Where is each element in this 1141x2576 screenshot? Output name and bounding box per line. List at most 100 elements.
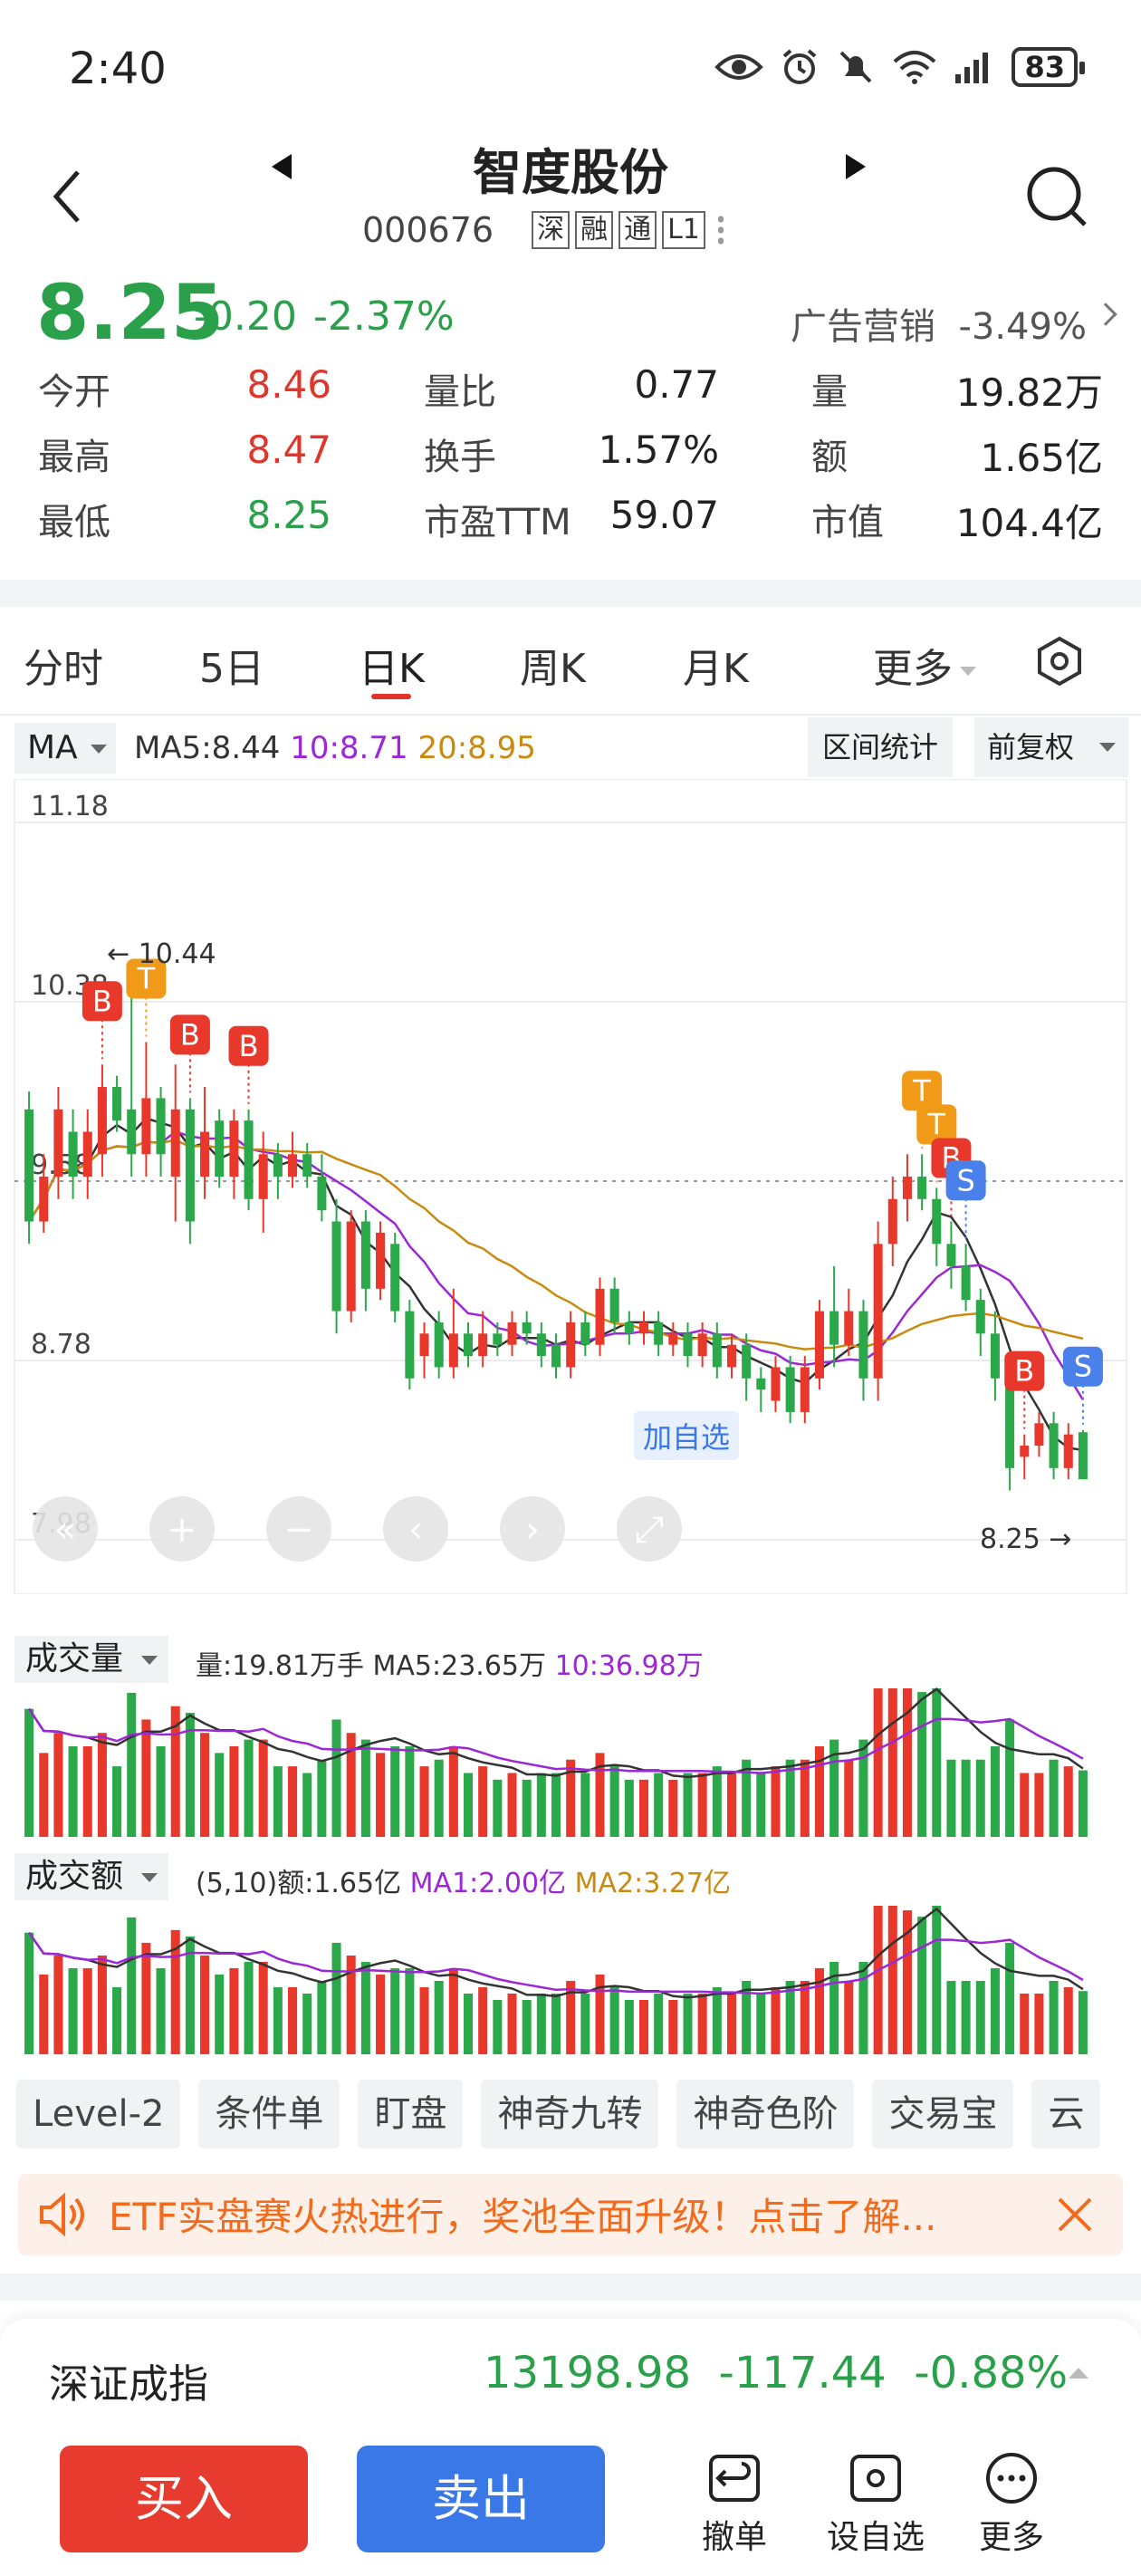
volume-bar (258, 1961, 268, 2054)
fullscreen-icon-glyph: ⤢ (635, 1509, 664, 1551)
volume-bar (288, 1986, 298, 2054)
tool-magic-nine[interactable]: 神奇九转 (481, 2080, 659, 2148)
tool-level2[interactable]: Level-2 (16, 2080, 181, 2148)
candle-body (566, 1322, 576, 1368)
volume-bar (624, 2000, 634, 2054)
tool-magic-color[interactable]: 神奇色阶 (676, 2080, 855, 2148)
candle-body (814, 1311, 824, 1379)
adjust-select[interactable]: 前复权 (974, 717, 1128, 777)
ma20-legend: 20:8.95 (417, 730, 536, 766)
volume-bar (97, 1955, 107, 2054)
candle-body (697, 1333, 707, 1357)
volume-bar (683, 1994, 693, 2054)
volume-bar (975, 1980, 985, 2054)
amount-select[interactable]: 成交额 (14, 1853, 168, 1900)
settings-hex-icon[interactable] (1032, 634, 1087, 688)
volume-bar (609, 1766, 619, 1837)
tool-trade-bao[interactable]: 交易宝 (872, 2080, 1014, 2148)
volume-bar (170, 1929, 180, 2054)
volume-bar (829, 1961, 839, 2054)
candle-body (1078, 1432, 1088, 1480)
candle-body (215, 1120, 225, 1177)
zoom-in-icon[interactable] (149, 1496, 215, 1562)
tool-cloud[interactable]: 云 (1031, 2080, 1101, 2148)
volume-bar (800, 1759, 810, 1837)
quote-label: 量 (811, 371, 848, 413)
ma5-legend: MA5:8.44 (134, 730, 281, 766)
back-icon[interactable] (45, 165, 91, 228)
candle-body (887, 1198, 897, 1245)
candle-body (141, 1098, 151, 1155)
candle-body (961, 1266, 971, 1301)
tag-l1: L1 (662, 211, 705, 249)
volume-bar (24, 1708, 34, 1837)
volume-bar (68, 1967, 78, 2054)
promo-banner[interactable]: ETF实盘赛火热进行，奖池全面升级！点击了解... (18, 2174, 1123, 2255)
tab-monthly-k[interactable]: 月K (683, 646, 749, 692)
indicator-select[interactable]: MA (14, 723, 116, 774)
volume-bar (390, 1745, 400, 1837)
section-divider (0, 580, 1141, 607)
volume-bar (814, 1967, 824, 2054)
quote-label: 最高 (38, 437, 110, 478)
candle-body (376, 1232, 386, 1289)
index-name[interactable]: 深证成指 (49, 2361, 208, 2408)
next-stock-icon[interactable] (846, 154, 866, 179)
volume-ma-line (28, 1931, 1084, 1995)
volume-bar (668, 1779, 678, 1837)
range-stat-button[interactable]: 区间统计 (808, 717, 953, 777)
status-bar: 2:40 83 (0, 0, 1141, 136)
tool-conditional-order[interactable]: 条件单 (198, 2080, 340, 2148)
volume-bar (376, 1974, 386, 2054)
tool-bar: Level-2 条件单 盯盘 神奇九转 神奇色阶 交易宝 云 (0, 2080, 1141, 2156)
fullscreen-icon[interactable] (617, 1496, 682, 1562)
set-watch-label: 设自选 (826, 2519, 925, 2556)
buy-button[interactable]: 买入 (60, 2446, 308, 2552)
zoom-in-icon-glyph: + (167, 1509, 197, 1551)
period-tabs: 分时 5日 日K 周K 月K 更多 (0, 607, 1141, 716)
sector-link[interactable]: 广告营销 -3.49% (791, 297, 1087, 350)
candle-body (448, 1333, 458, 1368)
volume-bar (858, 1961, 868, 2054)
volume-bar (917, 1917, 927, 2054)
volume-bar (185, 1936, 195, 2054)
volume-select[interactable]: 成交量 (14, 1636, 168, 1683)
index-pct: -0.88% (914, 2348, 1069, 2398)
search-icon[interactable] (1023, 163, 1092, 232)
signal-icon (955, 53, 989, 83)
prev-stock-icon[interactable] (272, 154, 292, 179)
tab-daily-k[interactable]: 日K (359, 646, 425, 692)
candle-body (478, 1333, 488, 1357)
y-tick-label: 8.78 (31, 1329, 91, 1360)
more-dots-icon[interactable] (717, 214, 724, 246)
tab-intraday[interactable]: 分时 (24, 646, 103, 692)
candle-body (200, 1131, 210, 1177)
more-button[interactable]: 更多 (962, 2451, 1061, 2558)
volume-panel: 成交量 量:19.81万手 MA5:23.65万 10:36.98万 (0, 1630, 1141, 1848)
candle-body (185, 1109, 195, 1222)
candle-body (273, 1154, 283, 1177)
volume-bar (566, 1980, 576, 2054)
tab-weekly-k[interactable]: 周K (520, 646, 586, 692)
tab-more[interactable]: 更多 (873, 636, 976, 694)
tab-5day[interactable]: 5日 (199, 646, 264, 692)
volume-bar (609, 1986, 619, 2054)
pan-right-icon[interactable] (500, 1496, 565, 1562)
pan-left-icon[interactable] (383, 1496, 448, 1562)
rewind-icon[interactable] (33, 1496, 98, 1562)
set-watch-button[interactable]: 设自选 (826, 2451, 925, 2558)
cancel-order-button[interactable]: 撤单 (685, 2451, 784, 2558)
candle-body (464, 1333, 474, 1357)
volume-bar (317, 1759, 327, 1837)
zoom-out-icon[interactable] (266, 1496, 331, 1562)
sell-button[interactable]: 卖出 (357, 2446, 605, 2552)
tool-watch[interactable]: 盯盘 (358, 2080, 464, 2148)
volume-bar (771, 1986, 781, 2054)
add-watch-chip[interactable]: 加自选 (634, 1411, 740, 1460)
chevron-up-icon[interactable] (1069, 2368, 1088, 2379)
close-icon[interactable] (1054, 2194, 1096, 2235)
volume-bar (580, 1994, 590, 2054)
volume-bar (419, 1986, 429, 2054)
